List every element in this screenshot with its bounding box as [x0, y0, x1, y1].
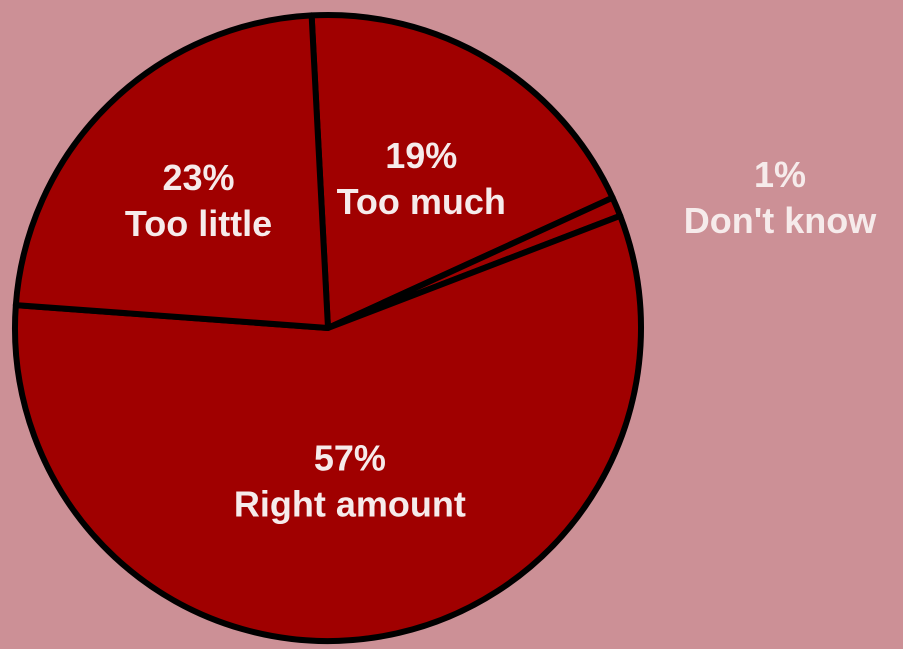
slice-label-group: 57% Right amount: [234, 437, 466, 524]
slice-percent-label: 57%: [314, 437, 386, 478]
slice-category-label: Too much: [337, 181, 506, 222]
slice-category-label: Right amount: [234, 483, 466, 524]
slice-label-group: 19% Too much: [337, 135, 506, 222]
slice-category-label: Don't know: [684, 200, 878, 241]
slice-percent-label: 23%: [163, 157, 235, 198]
slice-label-group: 1% Don't know: [684, 154, 878, 241]
pie-slice-too-much: [308, 12, 616, 331]
pie-slice-right-amount: [12, 212, 644, 644]
slice-percent-label: 1%: [754, 154, 806, 195]
slices-layer: [12, 12, 644, 644]
slice-percent-label: 19%: [385, 135, 457, 176]
labels-layer: 19% Too much 1% Don't know 57% Right amount 23…: [125, 135, 877, 524]
slice-label-group: 23% Too little: [125, 157, 272, 244]
pie-slice-too-little: [12, 12, 331, 331]
slice-category-label: Too little: [125, 203, 272, 244]
